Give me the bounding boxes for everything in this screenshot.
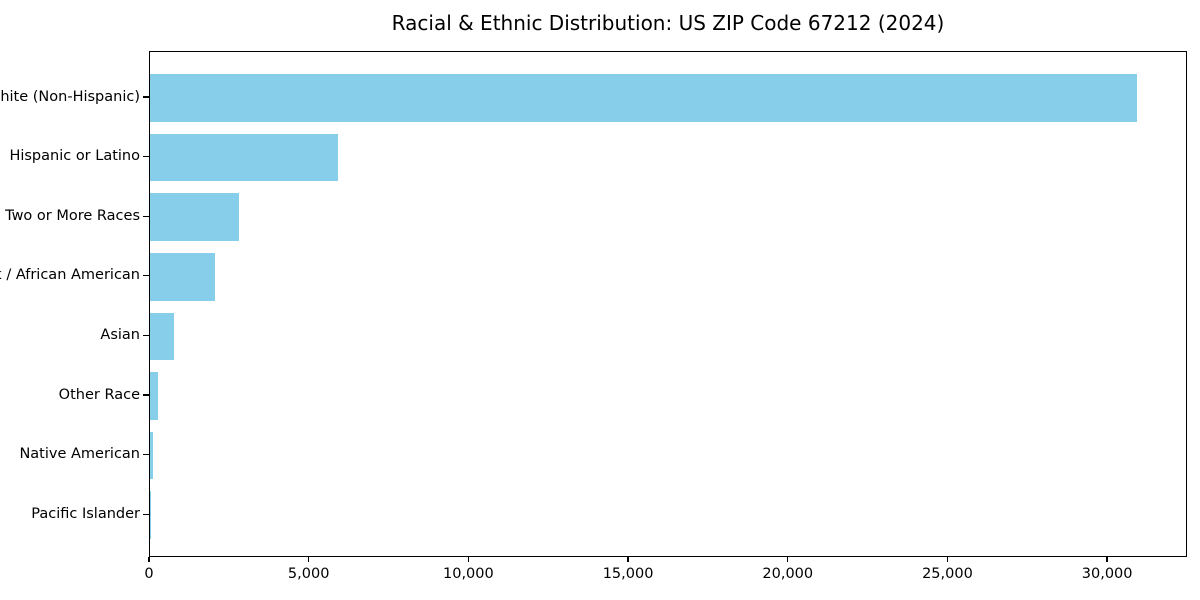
x-tick-mark <box>627 557 629 562</box>
bar <box>150 431 153 480</box>
y-tick-mark <box>143 96 149 98</box>
y-tick-mark <box>143 155 149 158</box>
x-tick-mark <box>787 557 789 562</box>
bar <box>150 312 174 361</box>
x-tick-label: 10,000 <box>443 566 494 582</box>
y-axis-ticks <box>143 51 149 557</box>
bar <box>150 252 216 301</box>
y-axis-label: Two or More Races <box>5 207 140 224</box>
y-axis: White (Non-Hispanic) Hispanic or Latino Tw… <box>0 51 140 557</box>
bar <box>150 133 339 182</box>
y-axis-label: Pacific Islander <box>31 505 140 522</box>
x-tick-mark <box>467 557 470 562</box>
y-axis-label: Native American <box>19 446 140 463</box>
y-tick-mark <box>143 215 149 217</box>
x-tick-label: 15,000 <box>602 566 654 582</box>
y-tick-mark <box>143 394 149 396</box>
x-tick-label: 5,000 <box>287 566 330 582</box>
bar <box>150 74 1137 122</box>
x-tick-label: 0 <box>144 566 154 582</box>
y-tick-mark <box>143 275 149 277</box>
x-tick-mark <box>148 557 150 562</box>
x-tick-label: 30,000 <box>1081 566 1133 582</box>
y-axis-label: Hispanic or Latino <box>9 148 140 165</box>
bar <box>150 193 240 242</box>
chart-title: Racial & Ethnic Distribution: US ZIP Cod… <box>391 11 945 35</box>
y-tick-mark <box>143 453 149 456</box>
bar <box>150 372 158 420</box>
x-axis: 0 5,000 10,000 15,000 20,000 25,000 30,000 <box>144 557 1187 597</box>
y-axis-label: Other Race <box>58 386 140 403</box>
x-tick-mark <box>1106 557 1108 562</box>
y-tick-mark <box>143 334 149 337</box>
x-tick-label: 25,000 <box>922 566 973 582</box>
y-axis-label: Black / African American <box>0 267 140 284</box>
bar <box>150 491 151 540</box>
y-axis-label: Asian <box>100 326 140 343</box>
y-tick-mark <box>143 513 149 515</box>
x-tick-label: 20,000 <box>762 566 814 582</box>
x-tick-mark <box>946 557 949 562</box>
y-axis-label: White (Non-Hispanic) <box>0 88 140 105</box>
plot-area <box>149 51 1187 557</box>
x-tick-mark <box>307 557 310 562</box>
